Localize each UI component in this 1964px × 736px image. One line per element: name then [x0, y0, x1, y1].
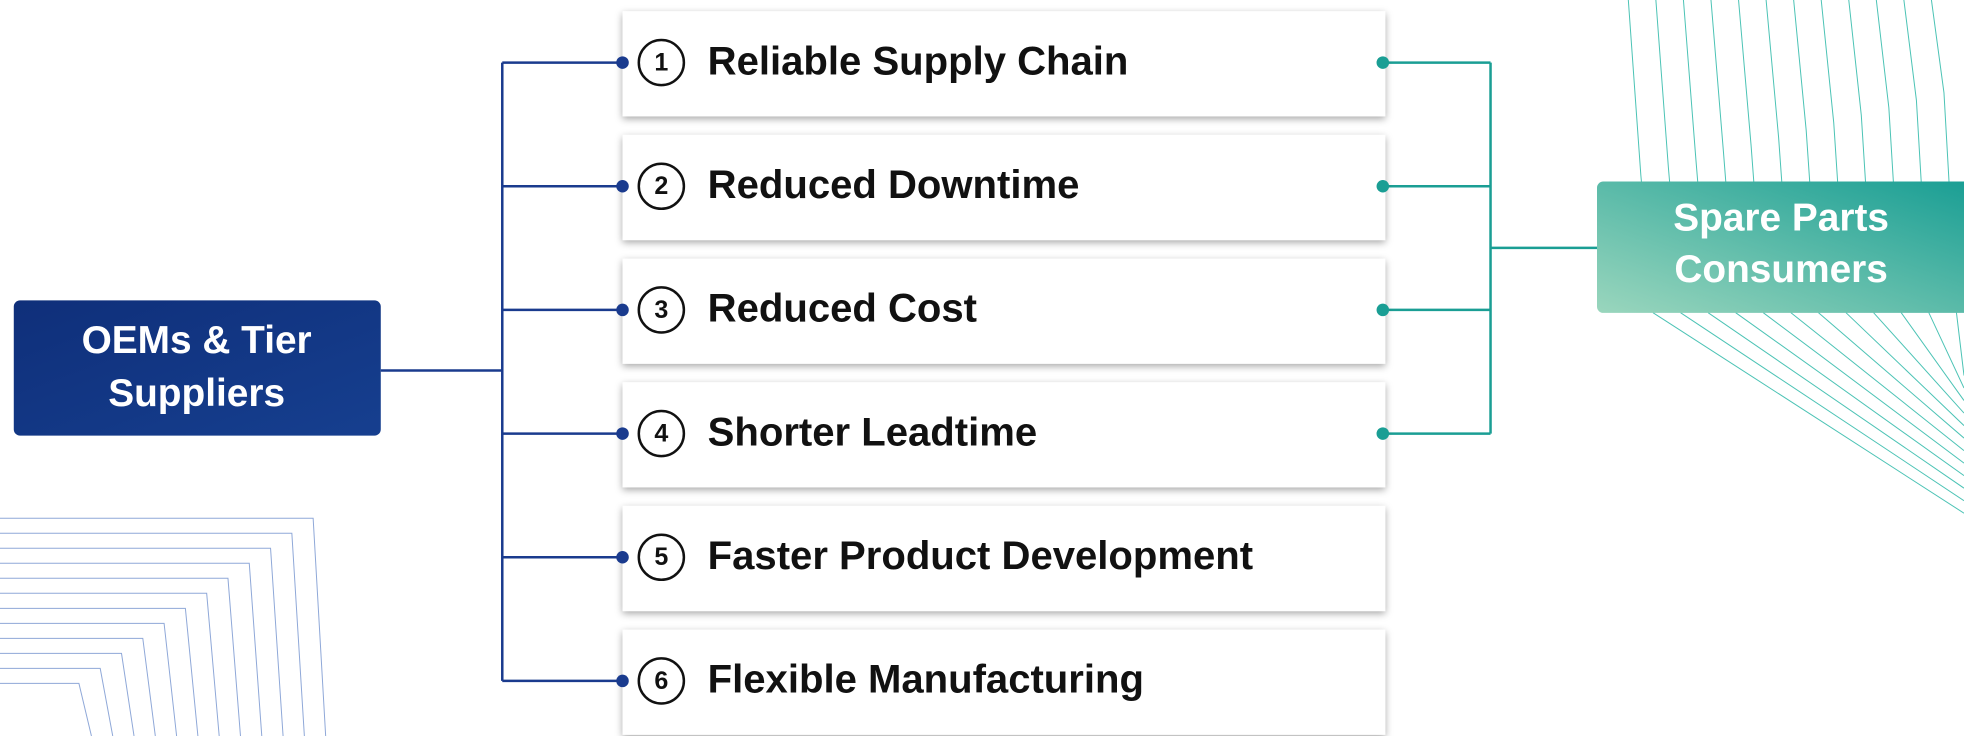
benefit-list: 1 Reliable Supply Chain 2 Reduced Downtime 3… — [616, 11, 1389, 734]
connector-dot — [616, 304, 629, 317]
benefit-item: 4 Shorter Leadtime — [616, 382, 1389, 487]
source-label: OEMs & Tier — [82, 319, 312, 362]
benefit-label: Flexible Manufacturing — [708, 658, 1144, 702]
diagram: 1 Reliable Supply Chain 2 Reduced Downtime 3… — [0, 0, 1964, 736]
benefit-number: 1 — [654, 48, 668, 76]
deco-line — [0, 563, 262, 736]
benefit-label: Reliable Supply Chain — [708, 39, 1129, 83]
benefit-item: 3 Reduced Cost — [616, 259, 1389, 364]
deco-line — [0, 623, 177, 736]
benefit-item: 6 Flexible Manufacturing — [616, 630, 1385, 735]
benefit-number: 3 — [654, 296, 668, 324]
target-label: Spare Parts — [1673, 197, 1889, 240]
page: 1 Reliable Supply Chain 2 Reduced Downtime 3… — [0, 0, 1964, 736]
deco-line — [0, 548, 283, 736]
target-label: Consumers — [1674, 248, 1888, 291]
source-label: Suppliers — [108, 372, 285, 415]
deco-line — [0, 518, 326, 736]
deco-line — [0, 653, 134, 736]
source-node: OEMs & Tier Suppliers — [14, 300, 381, 435]
benefit-label: Shorter Leadtime — [708, 410, 1037, 454]
connector-dot — [1377, 180, 1390, 193]
connector-dot — [1377, 304, 1390, 317]
benefit-number: 4 — [654, 419, 668, 447]
connector-dot — [616, 675, 629, 688]
connector-dot — [616, 551, 629, 564]
benefit-item: 1 Reliable Supply Chain — [616, 11, 1389, 116]
target-node: Spare Parts Consumers — [1597, 181, 1964, 312]
benefit-label: Reduced Downtime — [708, 163, 1080, 207]
deco-line — [0, 683, 91, 736]
benefit-label: Reduced Cost — [708, 287, 977, 331]
benefit-number: 2 — [654, 172, 668, 200]
benefit-label: Faster Product Development — [708, 534, 1253, 578]
connector-dot — [1377, 56, 1390, 69]
benefit-number: 5 — [654, 543, 668, 571]
benefit-item: 2 Reduced Downtime — [616, 135, 1389, 240]
benefit-number: 6 — [654, 667, 668, 695]
deco-line — [0, 608, 198, 736]
deco-line — [0, 578, 240, 736]
connector-dot — [616, 427, 629, 440]
deco-line — [0, 668, 113, 736]
connector-dot — [616, 180, 629, 193]
connector-dot — [1377, 427, 1390, 440]
benefit-item: 5 Faster Product Development — [616, 506, 1385, 611]
connector-dot — [616, 56, 629, 69]
